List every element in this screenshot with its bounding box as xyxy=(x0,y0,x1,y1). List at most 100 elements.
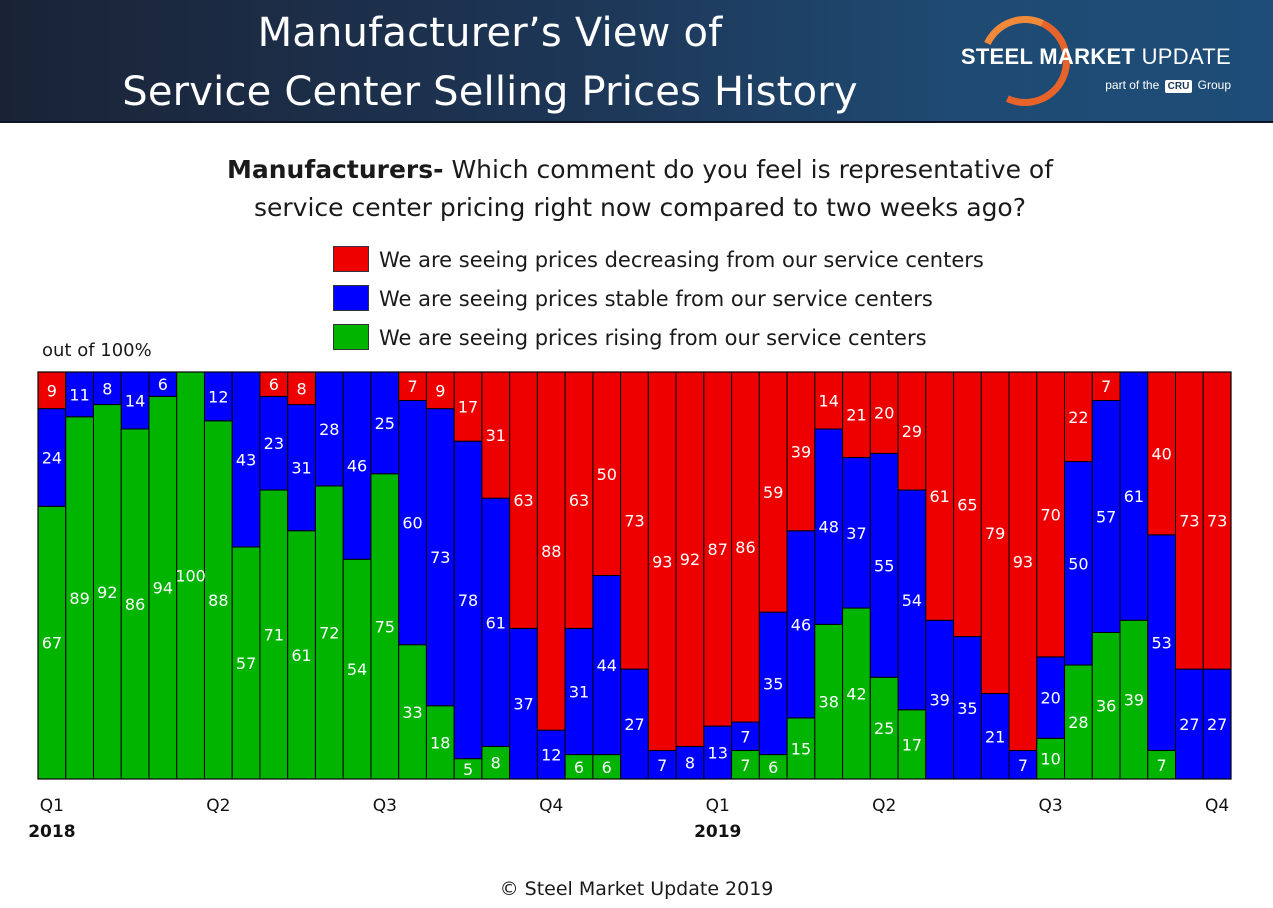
bar-segment-decreasing-17 xyxy=(509,371,538,629)
data-label-stable-10: 28 xyxy=(319,420,339,439)
data-label-stable-17: 37 xyxy=(513,695,533,714)
data-label-rising-12: 75 xyxy=(375,617,395,636)
data-label-decreasing-38: 7 xyxy=(1101,377,1111,396)
question-bold: Manufacturers- xyxy=(226,155,444,184)
data-label-stable-40: 53 xyxy=(1151,634,1171,653)
bar-segment-decreasing-36 xyxy=(1036,371,1066,658)
x-tick-label-2: Q3 xyxy=(373,796,397,816)
bar-segment-stable-37 xyxy=(1064,461,1093,666)
bar-segment-stable-29 xyxy=(842,456,871,609)
data-label-decreasing-19: 63 xyxy=(569,491,589,510)
x-tick-label-5: Q2 xyxy=(872,796,896,816)
data-label-rising-39: 39 xyxy=(1124,691,1144,710)
data-label-decreasing-26: 59 xyxy=(763,483,783,502)
plot-frame xyxy=(37,371,1232,780)
data-label-stable-22: 7 xyxy=(657,756,667,775)
survey-question: Manufacturers- Which comment do you feel… xyxy=(140,151,1140,227)
data-label-decreasing-13: 7 xyxy=(407,377,417,396)
data-label-decreasing-20: 50 xyxy=(597,465,617,484)
data-label-decreasing-34: 79 xyxy=(985,524,1005,543)
data-label-rising-0: 67 xyxy=(42,634,62,653)
data-label-stable-7: 43 xyxy=(236,451,256,470)
bar-segment-rising-27 xyxy=(786,717,816,780)
bar-segment-decreasing-41 xyxy=(1175,371,1204,670)
data-label-decreasing-17: 63 xyxy=(513,491,533,510)
bar-segment-decreasing-22 xyxy=(647,371,677,752)
legend-label-decreasing: We are seeing prices decreasing from our… xyxy=(379,248,984,272)
data-label-rising-9: 61 xyxy=(291,646,311,665)
data-label-stable-8: 23 xyxy=(264,434,284,453)
bar-segment-stable-10 xyxy=(314,371,344,487)
bar-segment-stable-20 xyxy=(592,575,622,756)
bar-segment-rising-30 xyxy=(869,676,899,780)
data-label-rising-40: 7 xyxy=(1157,756,1167,775)
bar-segment-decreasing-32 xyxy=(925,371,955,621)
data-label-decreasing-16: 31 xyxy=(486,426,506,445)
data-label-rising-13: 33 xyxy=(402,703,422,722)
data-label-decreasing-27: 39 xyxy=(791,442,811,461)
data-label-decreasing-14: 9 xyxy=(435,381,445,400)
logo-wordmark: STEEL MARKET UPDATE xyxy=(961,44,1231,70)
data-label-stable-24: 13 xyxy=(708,744,728,763)
bar-segment-stable-35 xyxy=(1008,750,1038,780)
page-title-line-2: Service Center Selling Prices History xyxy=(122,69,858,115)
bar-segment-decreasing-34 xyxy=(980,371,1010,695)
data-label-rising-36: 10 xyxy=(1040,750,1060,769)
data-label-rising-31: 17 xyxy=(902,735,922,754)
data-label-rising-29: 42 xyxy=(846,685,866,704)
data-label-decreasing-23: 92 xyxy=(680,550,700,569)
data-label-stable-1: 11 xyxy=(69,385,89,404)
data-label-stable-19: 31 xyxy=(569,682,589,701)
data-label-decreasing-24: 87 xyxy=(708,540,728,559)
data-label-stable-11: 46 xyxy=(347,457,367,476)
data-label-stable-18: 12 xyxy=(541,746,561,765)
data-label-stable-3: 14 xyxy=(125,391,145,410)
data-label-rising-6: 88 xyxy=(208,591,228,610)
logo-sub-after: Group xyxy=(1197,78,1231,92)
bar-segment-stable-23 xyxy=(675,745,705,780)
data-label-decreasing-25: 86 xyxy=(735,538,755,557)
data-label-rising-5: 100 xyxy=(175,567,206,586)
data-label-rising-30: 25 xyxy=(874,719,894,738)
data-label-decreasing-8: 6 xyxy=(269,375,279,394)
data-label-stable-36: 20 xyxy=(1040,689,1060,708)
data-label-rising-25: 7 xyxy=(740,756,750,775)
data-label-decreasing-15: 17 xyxy=(458,398,478,417)
bar-segment-stable-8 xyxy=(259,395,289,491)
stacked-bar-chart: 6724989119288614946100881257437123661318… xyxy=(28,371,1232,842)
bar-segment-stable-31 xyxy=(897,489,927,711)
x-tick-label-3: Q4 xyxy=(539,796,563,816)
data-label-decreasing-32: 61 xyxy=(930,487,950,506)
bar-segment-decreasing-19 xyxy=(564,371,594,629)
data-label-decreasing-31: 29 xyxy=(902,422,922,441)
data-label-stable-12: 25 xyxy=(375,414,395,433)
data-label-stable-21: 27 xyxy=(624,715,644,734)
data-label-decreasing-33: 65 xyxy=(957,495,977,514)
logo-bold-text: STEEL MARKET xyxy=(960,44,1136,69)
bars xyxy=(37,371,1232,780)
bar-segment-stable-41 xyxy=(1175,668,1204,780)
bar-segment-stable-13 xyxy=(398,399,427,646)
data-label-rising-1: 89 xyxy=(69,589,89,608)
data-label-rising-15: 5 xyxy=(463,760,473,779)
bar-segment-stable-32 xyxy=(925,619,955,780)
bar-segment-decreasing-38 xyxy=(1091,371,1121,401)
bar-segment-stable-40 xyxy=(1147,534,1177,752)
legend-swatch-rising xyxy=(333,324,369,350)
data-label-rising-10: 72 xyxy=(319,623,339,642)
bar-segment-stable-16 xyxy=(481,497,511,747)
data-label-decreasing-21: 73 xyxy=(624,512,644,531)
data-label-decreasing-40: 40 xyxy=(1151,444,1171,463)
bar-segment-rising-5 xyxy=(176,371,205,780)
data-label-stable-30: 55 xyxy=(874,556,894,575)
data-label-stable-42: 27 xyxy=(1207,715,1227,734)
data-label-stable-41: 27 xyxy=(1179,715,1199,734)
logo-sub-before: part of the xyxy=(1105,78,1160,92)
data-label-decreasing-28: 14 xyxy=(819,391,839,410)
data-label-decreasing-41: 73 xyxy=(1179,512,1199,531)
bar-segment-stable-9 xyxy=(287,404,316,532)
bar-segment-stable-42 xyxy=(1202,668,1232,780)
data-label-stable-14: 73 xyxy=(430,548,450,567)
bar-segment-stable-0 xyxy=(37,408,67,507)
y-axis-label: out of 100% xyxy=(42,340,152,361)
